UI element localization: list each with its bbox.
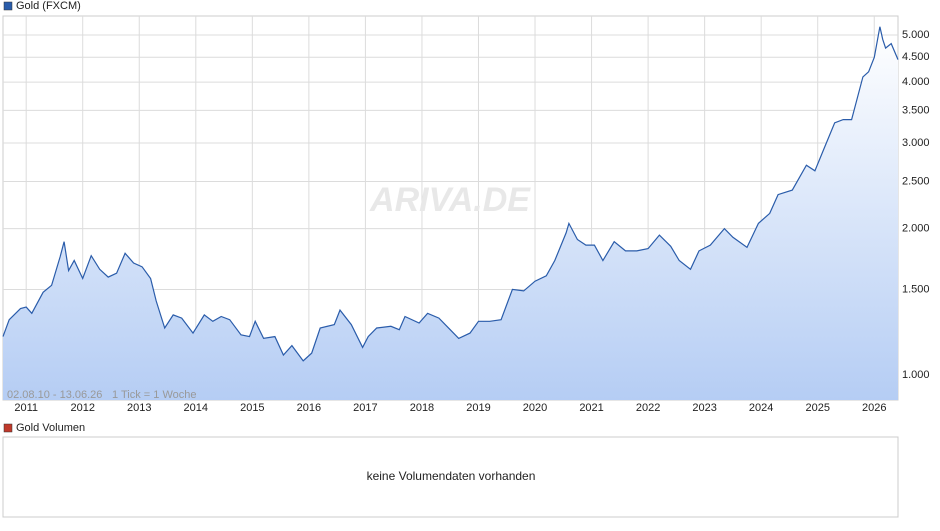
x-tick-label: 2025 bbox=[805, 402, 829, 414]
x-tick-label: 2021 bbox=[579, 402, 603, 414]
legend-label: Gold (FXCM) bbox=[16, 0, 81, 12]
x-tick-label: 2020 bbox=[523, 402, 547, 414]
x-tick-label: 2011 bbox=[14, 402, 38, 414]
x-tick-label: 2012 bbox=[70, 402, 94, 414]
tick-note: 1 Tick = 1 Woche bbox=[112, 389, 196, 401]
x-tick-label: 2026 bbox=[862, 402, 886, 414]
legend-swatch bbox=[3, 1, 13, 11]
y-tick-label: 4.000 bbox=[902, 76, 930, 88]
x-tick-label: 2023 bbox=[692, 402, 716, 414]
x-tick-label: 2024 bbox=[749, 402, 773, 414]
y-tick-label: 4.500 bbox=[902, 51, 930, 63]
x-tick-label: 2018 bbox=[410, 402, 434, 414]
area bbox=[3, 26, 898, 400]
volume-panel bbox=[2, 436, 899, 518]
y-tick-label: 2.500 bbox=[902, 175, 930, 187]
x-tick-label: 2017 bbox=[353, 402, 377, 414]
x-tick-label: 2013 bbox=[127, 402, 151, 414]
y-tick-label: 3.500 bbox=[902, 104, 930, 116]
y-tick-label: 2.000 bbox=[902, 223, 930, 235]
watermark: ARIVA.DE bbox=[369, 181, 531, 219]
y-tick-label: 5.000 bbox=[902, 29, 930, 41]
x-tick-label: 2015 bbox=[240, 402, 264, 414]
y-tick-label: 3.000 bbox=[902, 137, 930, 149]
x-tick-label: 2022 bbox=[636, 402, 660, 414]
volume-message: keine Volumendaten vorhanden bbox=[367, 469, 536, 483]
x-tick-label: 2014 bbox=[184, 402, 208, 414]
x-tick-label: 2019 bbox=[466, 402, 490, 414]
y-tick-label: 1.500 bbox=[902, 283, 930, 295]
range-note: 02.08.10 - 13.06.26 bbox=[7, 389, 102, 401]
legend-label: Gold Volumen bbox=[16, 422, 85, 434]
line bbox=[2, 26, 899, 362]
legend-swatch bbox=[3, 423, 13, 433]
y-tick-label: 1.000 bbox=[902, 369, 930, 381]
x-tick-label: 2016 bbox=[297, 402, 321, 414]
